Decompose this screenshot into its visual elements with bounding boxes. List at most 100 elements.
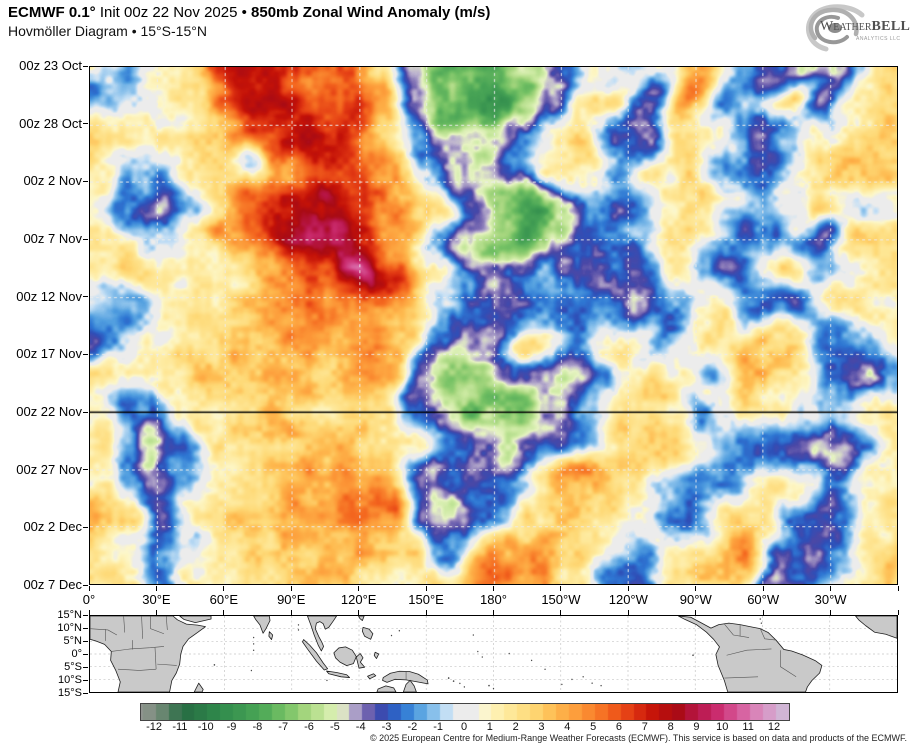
- latitude-axis-label: 5°N: [63, 635, 82, 647]
- land-arabia: [180, 616, 211, 623]
- map-longitude-tick: [695, 610, 697, 615]
- map-longitude-tick: [560, 610, 562, 615]
- map-longitude-tick: [897, 610, 899, 615]
- latitude-axis-label: 5°S: [64, 661, 82, 673]
- latitude-axis-tick: [83, 640, 88, 642]
- world-map-15s-15n: [90, 616, 897, 692]
- map-longitude-tick: [627, 610, 629, 615]
- longitude-axis-tick: [830, 586, 832, 591]
- land-sulawesi: [356, 653, 364, 668]
- time-axis-tick: [83, 526, 88, 528]
- land-indochina: [307, 616, 336, 651]
- colorbar-tick-label: 10: [716, 721, 729, 733]
- colorbar-tick-label: 6: [615, 721, 623, 733]
- map-longitude-tick: [155, 610, 157, 615]
- colorbar-tick-label: 11: [742, 721, 754, 733]
- land-india: [254, 616, 270, 633]
- longitude-axis-label: 30°E: [142, 592, 171, 607]
- time-axis-tick: [83, 296, 88, 298]
- hovmoller-heatmap-canvas: [90, 67, 897, 584]
- time-axis-label: 00z 7 Dec: [23, 577, 82, 592]
- land-sumatra: [303, 640, 328, 670]
- weatherbell-logo: WeatherBELL ANALYTICS LLC: [786, 2, 911, 54]
- longitude-axis-label: 120°E: [340, 592, 377, 607]
- colorbar-tick-label: 9: [693, 721, 700, 733]
- time-axis-label: 00z 7 Nov: [23, 231, 82, 246]
- time-axis-tick: [83, 180, 88, 182]
- time-axis-label: 00z 27 Nov: [16, 461, 82, 477]
- longitude-axis-label: 60°E: [209, 592, 238, 607]
- colorbar-tick-label: -10: [197, 721, 214, 733]
- map-longitude-tick: [830, 610, 832, 615]
- land-south-america: [678, 616, 821, 692]
- country-borders: [90, 616, 796, 680]
- land-java: [326, 671, 349, 678]
- map-longitude-tick: [493, 610, 494, 615]
- longitude-axis-tick: [155, 586, 157, 591]
- land-new-guinea: [383, 671, 429, 684]
- title-model: ECMWF 0.1°: [8, 4, 96, 21]
- colorbar-tick-label: 5: [590, 721, 597, 733]
- longitude-axis-tick: [897, 586, 899, 591]
- map-longitude-tick: [762, 610, 764, 615]
- colorbar-tick-label: 3: [538, 721, 545, 733]
- longitude-axis-label: 30°W: [814, 592, 847, 607]
- colorbar-tick-label: -2: [407, 721, 418, 733]
- time-axis-label: 00z 22 Nov: [16, 404, 82, 419]
- time-axis-tick: [83, 469, 88, 471]
- hovmoller-plot: [89, 66, 898, 585]
- longitude-axis-label: 120°W: [608, 592, 648, 607]
- longitude-axis-tick: [223, 586, 225, 591]
- colorbar-tick-label: -5: [329, 721, 340, 733]
- colorbar-tick-label: -12: [146, 721, 162, 733]
- land-madagascar: [194, 683, 203, 692]
- time-axis-label: 00z 2 Nov: [23, 173, 82, 189]
- title-init-time: Init 00z 22 Nov 2025 •: [95, 4, 252, 21]
- colorbar-tick-label: -4: [355, 721, 366, 733]
- longitude-axis-tick: [358, 586, 360, 591]
- longitude-axis-label: 180°: [480, 592, 507, 607]
- land-west-africa: [856, 616, 897, 638]
- latitude-axis-label: 10°N: [57, 622, 82, 634]
- time-axis-label: 00z 12 Nov: [16, 288, 82, 304]
- longitude-axis-label: 90°W: [679, 592, 712, 607]
- colorbar-tick-label: -7: [278, 721, 289, 733]
- land-cape-york: [403, 680, 416, 692]
- time-axis-tick: [83, 238, 88, 240]
- colorbar-tick-label: -3: [381, 721, 392, 733]
- longitude-axis-label: 60°W: [747, 592, 780, 607]
- latitude-axis-label: 15°N: [57, 609, 82, 621]
- time-axis-label: 00z 28 Oct: [19, 115, 82, 131]
- longitude-axis-tick: [627, 586, 629, 591]
- hurricane-swirl-icon: [805, 4, 865, 52]
- latitude-axis-tick: [83, 679, 88, 681]
- colorbar-tick-label: 1: [486, 721, 493, 733]
- map-longitude-tick: [223, 610, 225, 615]
- latitude-axis-tick: [83, 614, 88, 616]
- land-halmahera: [374, 652, 378, 658]
- land-masses: [90, 616, 897, 692]
- longitude-axis-tick: [560, 586, 562, 591]
- time-axis-label: 00z 23 Oct: [19, 58, 82, 73]
- land-borneo: [334, 647, 356, 666]
- time-axis-tick: [83, 123, 88, 125]
- small-islands: [213, 618, 763, 690]
- longitude-axis-tick: [88, 586, 90, 591]
- logo-bell-text: BELL: [871, 19, 911, 34]
- chart-title: ECMWF 0.1° Init 00z 22 Nov 2025 • 850mb …: [8, 4, 490, 21]
- longitude-axis-label: 90°E: [277, 592, 306, 607]
- logo-wordmark: WeatherBELL: [820, 19, 910, 35]
- latitude-axis-tick: [83, 666, 88, 668]
- colorbar-tick-label: 12: [767, 721, 781, 733]
- copyright-notice: © 2025 European Centre for Medium-Range …: [369, 733, 907, 743]
- latitude-axis-label: 10°S: [58, 674, 82, 686]
- time-axis-label: 00z 17 Nov: [16, 346, 82, 362]
- time-axis-tick: [83, 65, 88, 67]
- latitude-axis-tick: [83, 692, 88, 694]
- logo-weather-text: Weather: [820, 19, 872, 34]
- reference-map-strip: [89, 615, 898, 693]
- time-axis-label: 00z 2 Dec: [23, 519, 82, 535]
- latitude-axis-label: 0°: [71, 648, 82, 660]
- latitude-axis-tick: [83, 653, 88, 655]
- map-longitude-tick: [358, 610, 360, 615]
